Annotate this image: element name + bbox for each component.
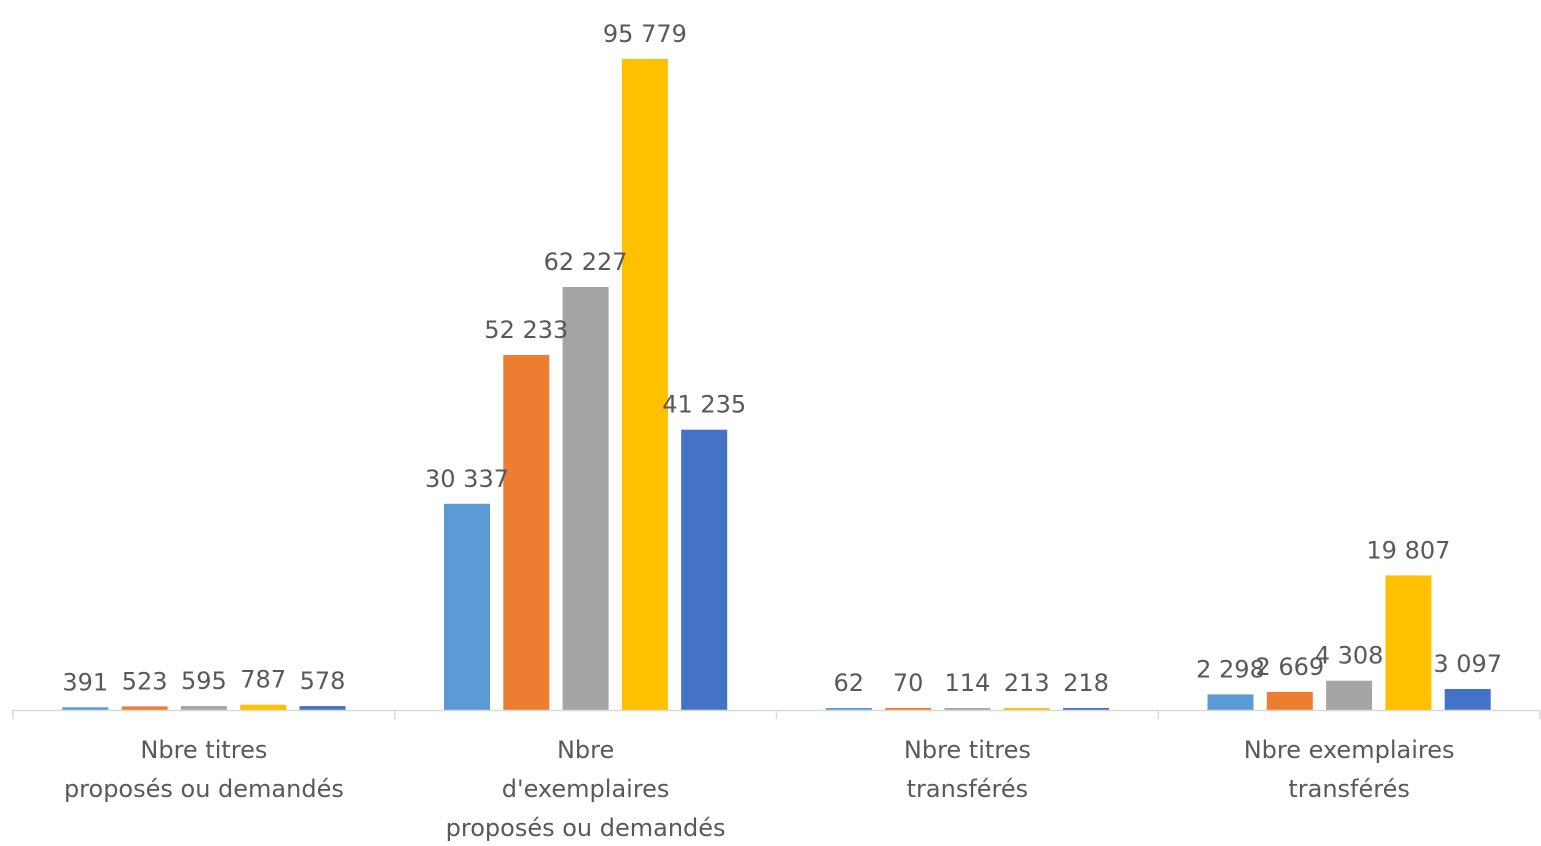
bar [121,706,168,710]
bar [180,706,227,710]
category-label-line: Nbre titres [904,736,1031,764]
bar [62,707,109,710]
bars-layer [62,59,1491,710]
data-label: 578 [300,667,346,695]
data-label: 4 308 [1315,642,1384,670]
bar [1385,575,1432,710]
category-labels-layer: Nbre titres proposés ou demandés Nbre d'exe… [64,736,1455,842]
bar [1207,694,1254,710]
data-label: 213 [1004,669,1050,697]
bar [444,503,490,710]
bar [562,287,609,710]
data-label: 2 669 [1255,653,1324,681]
bar [1326,680,1373,710]
bar [1003,708,1050,710]
data-label: 523 [122,667,168,695]
bar [1444,689,1491,710]
data-label: 95 779 [603,20,687,48]
bar [825,708,872,710]
data-label: 62 227 [544,248,628,276]
data-label: 2 298 [1196,655,1265,683]
data-label: 30 337 [425,465,509,493]
bar [299,706,346,710]
data-label: 787 [240,666,286,694]
data-label: 19 807 [1366,536,1450,564]
data-label: 41 235 [662,391,746,419]
category-label: Nbre exemplaires transférés [1244,736,1455,803]
data-labels-layer: 391 523 595 787 578 30 337 52 233 62 227 95 779 4… [62,20,1502,697]
data-label: 218 [1063,669,1109,697]
bar [681,429,728,710]
data-label: 595 [181,667,227,695]
data-label: 114 [944,669,990,697]
category-label: Nbre titres transférés [904,736,1031,803]
category-label: Nbre titres proposés ou demandés [64,736,344,803]
category-label-line: Nbre exemplaires [1244,736,1455,764]
category-label-line: proposés ou demandés [446,814,726,842]
bar [1266,691,1313,710]
bar [944,708,991,710]
category-label-line: proposés ou demandés [64,775,344,803]
data-label: 52 233 [484,316,568,344]
bar [1063,708,1109,710]
category-label: Nbre d'exemplaires proposés ou demandés [446,736,726,842]
data-label: 70 [893,669,924,697]
bar [885,708,932,710]
bar [240,704,287,710]
category-label-line: transférés [907,775,1029,803]
bar [503,355,550,710]
data-label: 62 [834,669,865,697]
x-axis [12,709,1541,719]
data-label: 3 097 [1433,650,1502,678]
category-label-line: Nbre [557,736,614,764]
data-label: 391 [62,668,108,696]
category-label-line: Nbre titres [140,736,267,764]
category-label-line: transférés [1288,775,1410,803]
bar [621,59,668,710]
category-label-line: d'exemplaires [502,775,670,803]
